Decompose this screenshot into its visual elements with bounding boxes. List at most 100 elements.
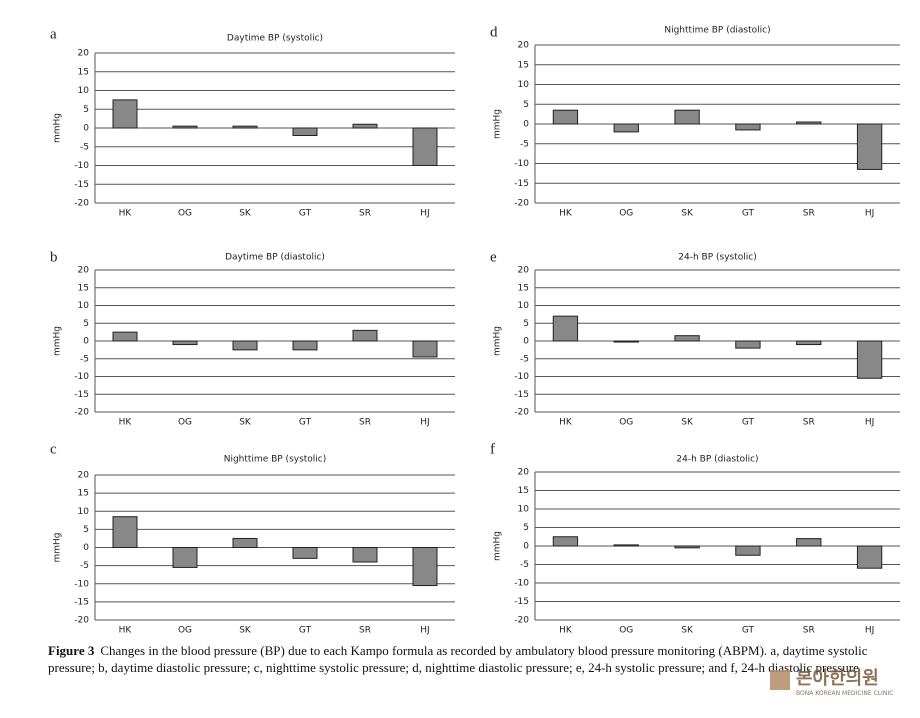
y-tick-label: 5 [523,523,529,533]
y-tick-label: 20 [78,49,90,59]
x-tick-label: GT [299,418,312,428]
chart-title: 24-h BP (systolic) [678,253,756,263]
figure: a Daytime BP (systolic) mmHg -20 -15 -10 -5 0 5 1… [50,24,900,636]
y-axis-label: mmHg [53,326,63,356]
bar [735,545,761,556]
y-tick-label: 20 [518,468,530,478]
y-tick-label: -10 [514,159,529,169]
y-axis-label: mmHg [493,326,503,356]
bar [292,127,318,136]
y-tick-label: -5 [520,139,529,149]
bar [112,99,138,129]
y-tick-label: 5 [523,319,529,329]
x-tick-label: GT [742,418,755,428]
y-tick-label: -5 [80,561,89,571]
x-tick-label: OG [178,626,192,636]
y-axis-label: mmHg [493,531,503,561]
x-tick-label: SK [239,626,252,636]
y-tick-label: 0 [523,337,529,347]
y-tick-label: -15 [514,597,529,607]
bar [172,547,198,568]
y-tick-label: -10 [74,372,89,382]
panel-letter: d [490,24,498,40]
panel-letter: b [50,249,58,265]
y-tick-label: 15 [518,283,529,293]
y-tick-label: -20 [74,616,89,626]
watermark-logo [770,670,790,690]
y-tick-label: 5 [83,105,89,115]
x-tick-label: OG [178,209,192,219]
x-tick-label: SK [681,626,694,636]
x-tick-label: GT [299,209,312,219]
y-tick-label: -15 [74,180,89,190]
y-tick-label: 5 [83,319,89,329]
bar [674,109,700,125]
x-tick-label: HK [559,209,573,219]
x-tick-label: SK [239,209,252,219]
bar [232,125,258,129]
y-tick-label: 20 [78,471,90,481]
chart-title: Nighttime BP (systolic) [224,455,327,465]
bar [552,315,579,342]
x-tick-label: OG [619,418,633,428]
bar [352,329,378,342]
y-tick-label: -10 [74,579,89,589]
x-tick-label: HK [119,209,133,219]
x-tick-label: HK [119,626,133,636]
x-tick-label: HJ [865,626,874,636]
y-axis-label: mmHg [493,109,503,139]
bar [292,547,318,559]
x-tick-label: GT [299,626,312,636]
x-tick-label: GT [742,209,755,219]
x-tick-label: SK [239,418,252,428]
bar [796,538,822,547]
y-tick-label: 20 [78,266,90,276]
x-tick-label: HJ [420,209,429,219]
y-tick-label: 10 [78,301,90,311]
y-tick-label: -5 [520,354,529,364]
y-tick-label: 0 [83,337,89,347]
bar [112,331,138,342]
y-tick-label: -20 [514,408,529,418]
x-tick-label: SR [803,418,815,428]
bar [552,109,579,125]
x-tick-label: OG [178,418,192,428]
x-tick-label: SR [803,209,815,219]
y-tick-label: 15 [518,486,529,496]
y-axis-label: mmHg [53,113,63,143]
bar [352,123,378,129]
y-tick-label: -10 [514,579,529,589]
y-tick-label: -20 [74,199,89,209]
chart-title: 24-h BP (diastolic) [676,455,758,465]
caption-label: Figure 3 [48,643,95,658]
y-tick-label: -15 [74,597,89,607]
y-tick-label: 0 [83,543,89,553]
y-tick-label: 10 [518,505,530,515]
x-tick-label: HJ [420,626,429,636]
chart-title: Daytime BP (diastolic) [225,253,325,263]
bar [172,125,198,129]
bar [352,547,378,563]
bar [552,536,579,547]
y-tick-label: -15 [514,390,529,400]
x-tick-label: HK [119,418,133,428]
watermark-subtitle: BONA KOREAN MEDICINE CLINIC [796,690,894,697]
bar [796,121,822,125]
panel-letter: f [490,441,495,457]
panel-letter: a [50,26,57,42]
bar [674,335,700,342]
y-tick-label: 10 [78,507,90,517]
bar [796,340,822,346]
y-tick-label: -10 [74,161,89,171]
panel-letter: e [490,249,497,265]
bar [613,544,639,547]
y-tick-label: 10 [518,301,530,311]
chart-title: Daytime BP (systolic) [227,34,323,44]
bar [412,127,438,166]
y-tick-label: -10 [514,372,529,382]
y-tick-label: 10 [78,86,90,96]
x-tick-label: SR [803,626,815,636]
bar [613,340,639,343]
y-tick-label: 5 [523,100,529,110]
